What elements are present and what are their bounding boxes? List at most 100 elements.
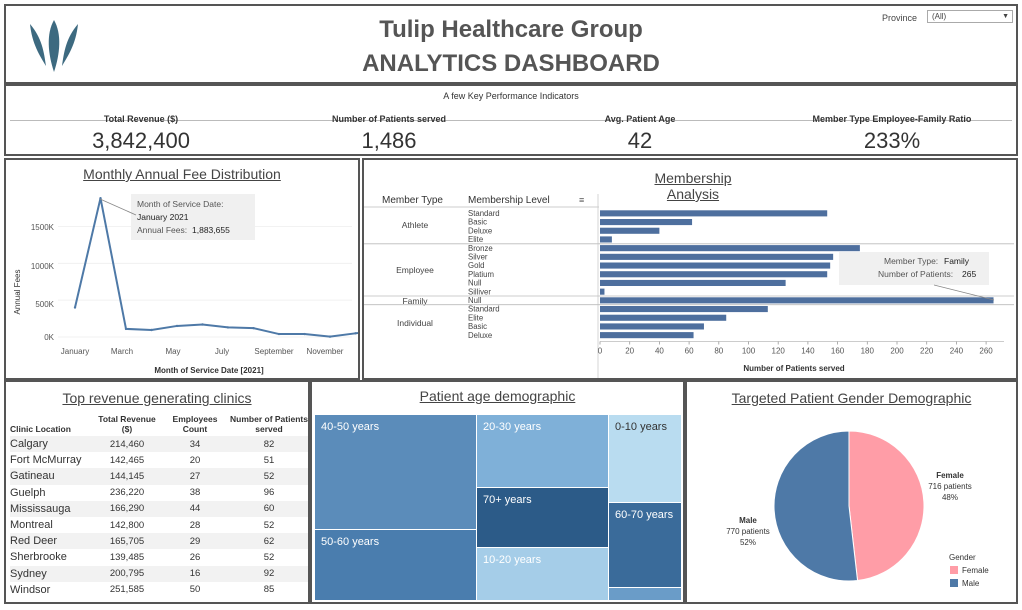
treemap-cell[interactable]: 0-10 years	[609, 415, 681, 502]
x-tick-label: 180	[861, 347, 875, 356]
treemap-cell[interactable]: 40-50 years	[315, 415, 476, 529]
gender-title: Targeted Patient Gender Demographic	[731, 390, 972, 406]
kpi-ratio-value: 233%	[863, 128, 921, 153]
legend-title: Gender	[949, 553, 976, 562]
x-tick-label: July	[215, 347, 229, 356]
membership-level-label: Bronze	[468, 244, 493, 253]
table-row[interactable]: Red Deer 165,705 29 62	[10, 533, 308, 550]
membership-bar	[600, 236, 612, 243]
table-row[interactable]: Windsor 251,585 50 85	[10, 582, 308, 598]
table-cell: 52	[263, 519, 275, 531]
membership-level-label: Silliver	[468, 287, 491, 296]
membership-bar	[600, 227, 660, 234]
table-cell: Red Deer	[10, 533, 94, 550]
treemap-cell[interactable]: 60-70 years	[609, 503, 681, 587]
treemap-cell[interactable]: 10-20 years	[477, 548, 608, 600]
line-tooltip	[131, 194, 255, 240]
kpi-patients-label: Number of Patients served	[331, 114, 447, 124]
membership-bar	[600, 253, 834, 260]
male-label-pct: 52%	[740, 538, 756, 547]
x-axis-label: Number of Patients served	[743, 364, 844, 373]
kpi-age-label: Avg. Patient Age	[604, 114, 676, 124]
x-tick-label: 120	[772, 347, 786, 356]
legend-item-female[interactable]: Female	[962, 566, 989, 575]
table-row[interactable]: Fort McMurray 142,465 20 51	[10, 452, 308, 468]
line-tooltip-pointer	[99, 198, 137, 216]
treemap-cell[interactable]: 70+ years	[477, 488, 608, 547]
membership-title: Membership Analysis	[654, 170, 732, 202]
table-cell: 29	[160, 533, 230, 550]
table-cell: 16	[160, 565, 230, 582]
line-tooltip-line1: Month of Service Date:	[137, 199, 223, 209]
table-row[interactable]: Sherbrooke 139,485 26 52	[10, 549, 308, 565]
x-tick-label: 40	[655, 347, 664, 356]
table-row[interactable]: Mississauga 166,290 44 60	[10, 500, 308, 517]
bar-tooltip-line2-value: 265	[962, 269, 976, 279]
province-dropdown[interactable]: (All) ▼	[927, 10, 1013, 23]
x-tick-label: 20	[625, 347, 634, 356]
table-cell: 34	[160, 436, 230, 453]
x-tick-label: May	[165, 347, 180, 356]
table-cell: Windsor	[10, 583, 51, 596]
clinics-panel: Top revenue generating clinics Clinic Lo…	[4, 380, 310, 604]
membership-bar	[600, 306, 768, 313]
treemap-cell[interactable]: 50-60 years	[315, 530, 476, 600]
table-cell: Guelph	[10, 486, 46, 499]
membership-bar	[600, 219, 693, 226]
x-tick-label: 160	[831, 347, 845, 356]
kpi-age-value: 42	[627, 128, 653, 153]
table-row[interactable]: Montreal 142,800 28 52	[10, 517, 308, 533]
fee-point	[328, 335, 332, 338]
table-cell: 51	[263, 454, 275, 466]
pie-slice-female	[848, 430, 925, 582]
kpi-section-title: A few Key Performance Indicators	[443, 91, 579, 101]
table-row[interactable]: Gatineau 144,145 27 52	[10, 468, 308, 485]
member-type-header: Member Type	[382, 195, 443, 206]
male-label-name: Male	[739, 516, 757, 525]
table-row[interactable]: Sydney 200,795 16 92	[10, 565, 308, 582]
x-tick-label: September	[254, 347, 293, 356]
x-tick-label: March	[111, 347, 133, 356]
table-cell: 26	[189, 551, 201, 563]
province-filter-label: Province	[882, 13, 918, 23]
membership-bar	[600, 314, 727, 321]
x-tick-label: January	[61, 347, 89, 356]
table-cell: 200,795	[94, 565, 160, 582]
table-cell: 20	[189, 454, 201, 466]
table-cell: 166,290	[94, 500, 160, 517]
fee-point	[277, 332, 281, 336]
treemap-cell[interactable]: 20-30 years	[477, 415, 608, 487]
group-label: Employee	[396, 265, 434, 275]
gender-pie-chart: Female 716 patients 48% Male 770 patient…	[726, 430, 989, 588]
membership-bar	[600, 271, 828, 278]
membership-level-label: Elite	[468, 235, 483, 244]
sort-icon[interactable]: ≡	[579, 195, 584, 205]
membership-bar	[600, 323, 704, 330]
bar-tooltip-line1-value: Family	[944, 256, 970, 266]
treemap-cell[interactable]	[609, 588, 681, 600]
fee-point	[354, 332, 357, 335]
table-cell: 62	[230, 533, 308, 550]
table-cell: 92	[230, 565, 308, 582]
table-cell: Sherbrooke	[10, 551, 67, 564]
y-tick-label: 0K	[44, 333, 54, 342]
x-tick-label: 80	[714, 347, 723, 356]
table-cell: 251,585	[109, 584, 145, 596]
table-cell: 44	[160, 500, 230, 517]
tulip-logo	[30, 20, 78, 72]
x-tick-label: 0	[598, 347, 603, 356]
table-cell: 27	[160, 468, 230, 485]
female-label-pct: 48%	[942, 493, 958, 502]
membership-level-label: Elite	[468, 313, 483, 322]
membership-bar	[600, 332, 694, 339]
membership-level-label: Basic	[468, 218, 487, 227]
legend-item-male[interactable]: Male	[962, 579, 980, 588]
fee-point	[150, 328, 153, 332]
table-row[interactable]: Guelph 236,220 38 96	[10, 485, 308, 501]
clinics-title: Top revenue generating clinics	[62, 390, 252, 406]
table-cell: 139,485	[109, 551, 145, 563]
table-cell: 52	[230, 468, 308, 485]
kpi-divider	[10, 120, 1012, 121]
fee-point	[252, 326, 255, 330]
table-row[interactable]: Calgary 214,460 34 82	[10, 436, 308, 453]
